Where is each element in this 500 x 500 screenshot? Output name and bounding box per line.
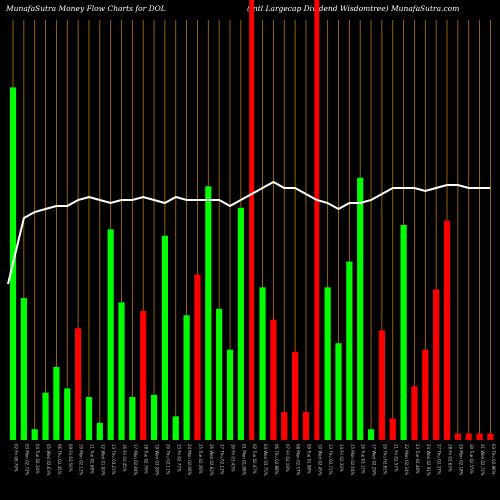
x-tick-label: 05 Wed 02.63% xyxy=(46,444,51,476)
x-tick-label: 15 Mon 02.64% xyxy=(350,444,355,476)
x-tick-label: 24 Mon 02.06% xyxy=(187,444,192,476)
flow-bar xyxy=(292,351,299,440)
x-tick-label: 12 Wed 01.93% xyxy=(100,444,105,476)
flow-bar xyxy=(259,287,266,440)
flow-bar xyxy=(335,343,342,440)
flow-bar xyxy=(237,207,244,440)
x-tick-label: 03 Thu 02.96% xyxy=(491,444,496,475)
flow-bar xyxy=(64,388,71,440)
flow-bar xyxy=(53,366,60,440)
x-tick-label: 02 Fri 06.79% xyxy=(14,444,19,472)
flow-bar xyxy=(433,289,440,440)
x-tick-label: 13 Thu 03.21% xyxy=(111,444,116,475)
flow-bar xyxy=(281,412,288,440)
x-tick-label: 30 Fri 03.43% xyxy=(231,444,236,472)
flow-bar xyxy=(161,235,168,440)
flow-bar xyxy=(31,429,38,440)
flow-bar xyxy=(389,418,396,440)
x-tick-label: 11 Tue 02.68% xyxy=(89,444,94,474)
flow-bar xyxy=(411,386,418,440)
highlight-bar xyxy=(314,0,320,440)
flow-bar xyxy=(487,433,494,440)
x-tick-label: 22 Mon 02.34% xyxy=(404,444,409,476)
flow-bar xyxy=(378,330,385,440)
flow-bar xyxy=(226,349,234,440)
flow-bar xyxy=(476,433,483,440)
x-axis-labels: 02 Fri 06.79% 03 Mon 02.72% 04 Tue 02.34% 0… xyxy=(14,444,496,476)
x-tick-label: 21 Fri 02.57% xyxy=(393,444,398,472)
x-tick-label: 24 Wed 02.91% xyxy=(426,444,431,476)
flow-bar xyxy=(443,220,451,440)
x-tick-label: 13 Thu 02.71% xyxy=(328,444,333,475)
chart-title-right: (Intl Largecap Dividend Wisdomtree) Muna… xyxy=(247,4,460,13)
chart-title-left: MunafaSutra Money Flow Charts for DOL xyxy=(6,4,166,13)
price-line-group xyxy=(7,180,491,285)
flow-bar xyxy=(357,177,364,440)
flow-bar xyxy=(400,225,407,440)
x-tick-label: 08 Mon 02.57% xyxy=(296,444,301,476)
flow-bar xyxy=(42,392,49,440)
x-tick-label: 06 Thu 02.88% xyxy=(274,444,279,475)
x-tick-label: 16 Tue 03.12% xyxy=(361,444,366,474)
flow-bar xyxy=(216,308,223,440)
x-tick-label: 29 Mon 02.18% xyxy=(458,444,463,476)
x-tick-label: 28 Fri 02.63% xyxy=(448,444,453,472)
x-tick-label: 03 Mon 02.72% xyxy=(24,444,29,476)
x-tick-label: 26 Wed 02.62% xyxy=(209,444,214,476)
flow-bar xyxy=(367,429,375,440)
flow-bar xyxy=(107,229,114,440)
x-tick-label: 27 Thu 02.13% xyxy=(220,444,225,475)
flow-bar xyxy=(150,394,158,440)
flow-bar xyxy=(465,433,472,440)
x-tick-label: 30 Tue 02.55% xyxy=(469,444,474,474)
flow-bar xyxy=(183,315,190,440)
flow-bar xyxy=(129,397,136,440)
x-tick-label: 25 Tue 02.36% xyxy=(198,444,203,474)
bars xyxy=(9,0,494,441)
x-tick-label: 09 Fri 03.56% xyxy=(68,444,73,472)
x-tick-label: 16 Fri 02.45% xyxy=(122,444,127,472)
flow-bar xyxy=(422,349,429,440)
flow-bar xyxy=(96,422,103,440)
flow-bar xyxy=(75,328,82,440)
x-tick-label: 10 Wed 02.45% xyxy=(317,444,322,476)
x-tick-label: 18 Tue 02.76% xyxy=(144,444,149,474)
x-tick-label: 03 Wed 03.75% xyxy=(263,444,268,476)
flow-bar xyxy=(205,186,212,440)
flow-bar xyxy=(270,319,277,440)
flow-bar xyxy=(172,416,179,440)
x-tick-label: 14 Fri 02.33% xyxy=(339,444,344,472)
x-tick-label: 19 Wed 03.28% xyxy=(155,444,160,476)
x-tick-label: 23 Fri 02.77% xyxy=(176,444,181,472)
x-tick-label: 02 Tue 02.47% xyxy=(252,444,257,474)
x-tick-label: 01 Mon 01.86% xyxy=(241,444,246,476)
flow-bar xyxy=(140,311,147,440)
x-tick-label: 17 Mon 02.84% xyxy=(133,444,138,476)
x-tick-label: 06 Thu 02.45% xyxy=(57,444,62,475)
flow-bar xyxy=(346,261,353,440)
x-tick-label: 09 Tue 01.98% xyxy=(306,444,311,474)
price-line xyxy=(7,180,491,285)
x-tick-label: 23 Tue 02.48% xyxy=(415,444,420,474)
highlight-bar xyxy=(249,0,255,440)
flow-bar xyxy=(194,274,201,440)
x-tick-label: 07 Fri 02.19% xyxy=(285,444,290,472)
flow-bar xyxy=(118,302,125,440)
x-tick-label: 04 Tue 02.34% xyxy=(35,444,40,474)
flow-bar xyxy=(20,298,27,440)
x-tick-label: 27 Thu 02.37% xyxy=(437,444,442,475)
x-tick-label: 17 Wed 02.29% xyxy=(372,444,377,476)
x-tick-label: 31 Wed 02.72% xyxy=(480,444,485,476)
flow-bar xyxy=(324,287,331,440)
flow-bar xyxy=(85,397,93,440)
x-tick-label: 10 Mon 02.12% xyxy=(79,444,84,476)
flow-bar xyxy=(302,412,310,440)
flow-bar xyxy=(454,433,461,440)
x-tick-label: 20 Thu 02.81% xyxy=(382,444,387,475)
x-tick-label: 20 Thu 02.11% xyxy=(165,444,170,475)
